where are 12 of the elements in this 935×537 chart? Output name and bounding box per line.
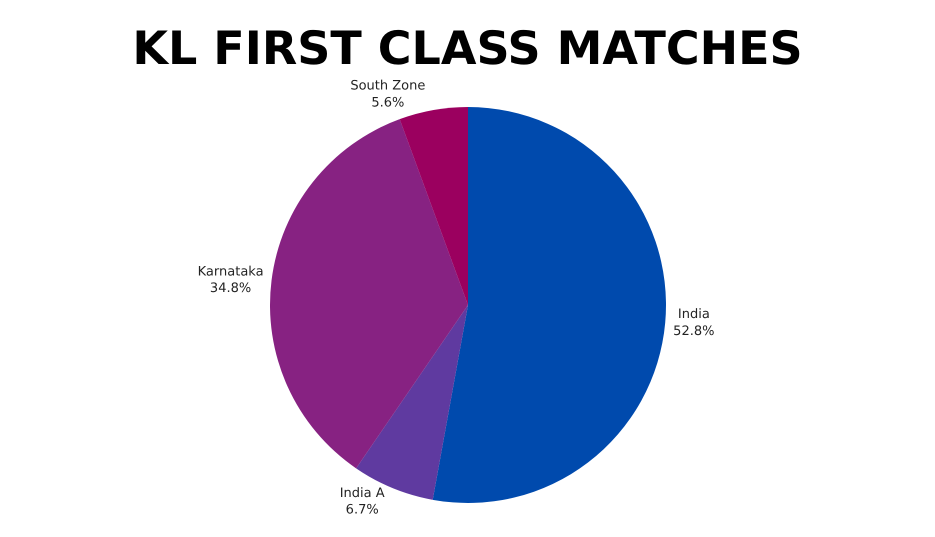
slice-label: South Zone [350,78,426,94]
data-label: 52.8% [673,324,714,339]
data-label: 6.7% [346,502,379,518]
slice-label: India [678,306,710,322]
pie-slice [400,107,468,305]
slice-label: Karnataka [198,264,264,280]
pie-slice [270,119,468,468]
data-label: 5.6% [371,96,404,111]
chart-title: KL FIRST CLASS MATCHES [132,21,803,76]
pie-slice [432,107,666,503]
data-label: 34.8% [210,281,252,296]
slice-label: India A [340,486,385,501]
